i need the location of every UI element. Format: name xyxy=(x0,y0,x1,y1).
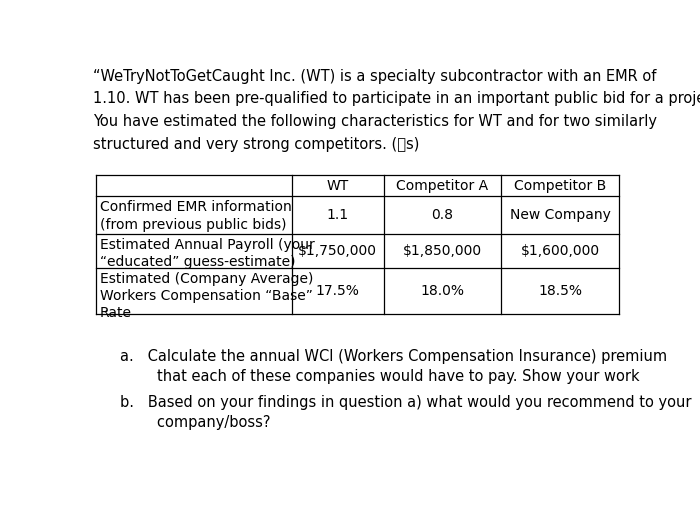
Text: 0.8: 0.8 xyxy=(431,208,454,222)
Text: structured and very strong competitors. (💣s): structured and very strong competitors. … xyxy=(93,137,419,152)
Text: New Company: New Company xyxy=(510,208,610,222)
Text: a.   Calculate the annual WCI (Workers Compensation Insurance) premium
        t: a. Calculate the annual WCI (Workers Com… xyxy=(120,350,667,384)
Text: $1,850,000: $1,850,000 xyxy=(403,243,482,257)
Text: 17.5%: 17.5% xyxy=(316,284,360,297)
Text: 1.1: 1.1 xyxy=(327,208,349,222)
Text: 18.5%: 18.5% xyxy=(538,284,582,297)
Text: Confirmed EMR information
(from previous public bids): Confirmed EMR information (from previous… xyxy=(100,201,292,232)
Text: 1.10. WT has been pre-qualified to participate in an important public bid for a : 1.10. WT has been pre-qualified to parti… xyxy=(93,91,700,106)
Text: Estimated (Company Average)
Workers Compensation “Base”
Rate: Estimated (Company Average) Workers Comp… xyxy=(100,271,314,320)
Text: Competitor A: Competitor A xyxy=(396,179,489,193)
Text: Competitor B: Competitor B xyxy=(514,179,606,193)
Text: b.   Based on your findings in question a) what would you recommend to your
    : b. Based on your findings in question a)… xyxy=(120,395,692,430)
Text: 18.0%: 18.0% xyxy=(421,284,465,297)
Text: Estimated Annual Payroll (your
“educated” guess-estimate): Estimated Annual Payroll (your “educated… xyxy=(100,238,315,269)
Text: You have estimated the following characteristics for WT and for two similarly: You have estimated the following charact… xyxy=(93,114,657,129)
Text: $1,750,000: $1,750,000 xyxy=(298,243,377,257)
Text: “WeTryNotToGetCaught Inc. (WT) is a specialty subcontractor with an EMR of: “WeTryNotToGetCaught Inc. (WT) is a spec… xyxy=(93,69,657,83)
Text: WT: WT xyxy=(327,179,349,193)
Text: $1,600,000: $1,600,000 xyxy=(521,243,600,257)
